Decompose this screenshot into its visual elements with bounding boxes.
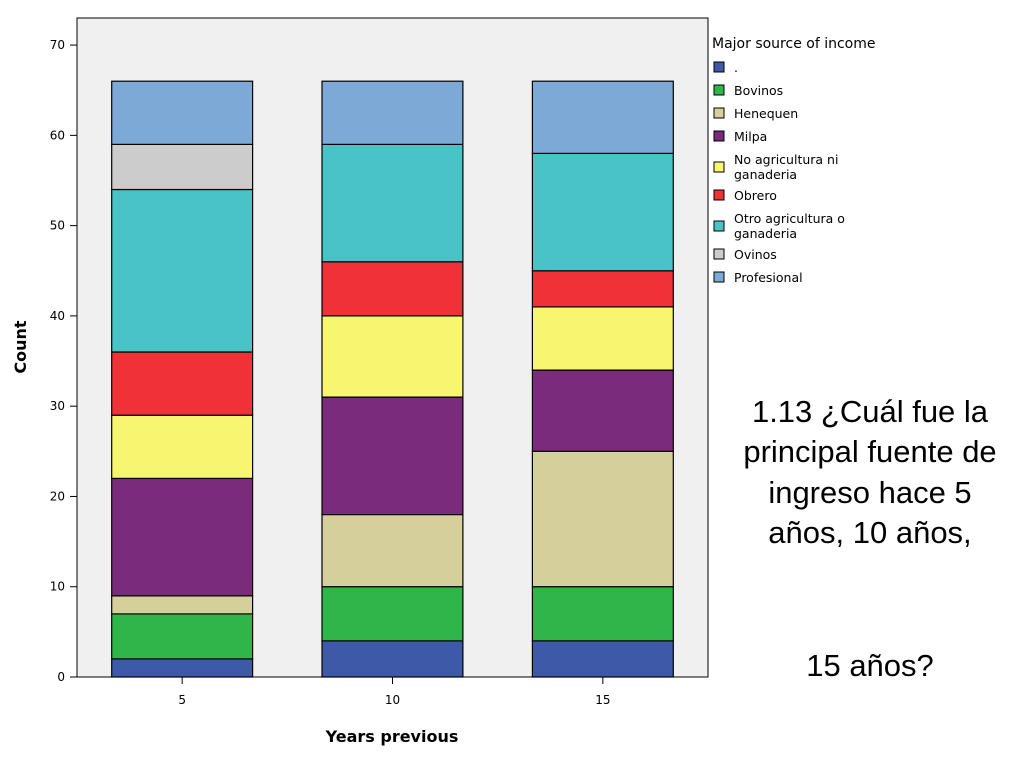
bar-segment (321, 315, 464, 398)
bar-segment (321, 143, 464, 263)
bar-segment (321, 640, 464, 678)
legend-label: No agricultura ni ganaderia (734, 152, 838, 182)
bar-segment (531, 80, 674, 154)
legend-label: Profesional (734, 270, 803, 285)
bar-segment (111, 188, 254, 353)
bar-segment (531, 586, 674, 642)
legend-swatch (713, 61, 725, 73)
bar-segment (531, 152, 674, 272)
y-tick-label: 0 (57, 670, 65, 684)
bar-segment (321, 586, 464, 642)
legend-label: . (734, 60, 738, 75)
bar-segment (111, 613, 254, 660)
legend-label: Ovinos (734, 247, 777, 262)
y-tick-label: 20 (50, 489, 65, 503)
legend-swatch (713, 189, 725, 201)
bar-segment (531, 640, 674, 678)
bar-segment (111, 414, 254, 480)
legend-swatch (713, 248, 725, 260)
y-tick-label: 50 (50, 219, 65, 233)
y-tick-label: 60 (50, 128, 65, 142)
y-tick-label: 30 (50, 399, 65, 413)
bar-segment (321, 261, 464, 317)
legend-swatch (713, 220, 725, 232)
bars-group (111, 80, 674, 678)
question-text-line2: 15 años? (806, 648, 934, 683)
legend: Major source of income . Bovinos Henequen M… (712, 36, 875, 285)
y-tick-label: 40 (50, 309, 65, 323)
x-axis: 5 10 15 (77, 676, 708, 707)
y-tick-label: 70 (50, 38, 65, 52)
bar-segment (111, 351, 254, 416)
legend-swatch (713, 130, 725, 142)
x-tick-label: 15 (595, 693, 610, 707)
x-tick-label: 5 (178, 693, 186, 707)
legend-swatch (713, 271, 725, 283)
bar-segment (531, 369, 674, 452)
bar-segment (111, 477, 254, 597)
legend-label: Otro agricultura o ganaderia (734, 211, 845, 241)
bar-segment (111, 595, 254, 615)
bar-segment (321, 513, 464, 588)
legend-label: Henequen (734, 106, 798, 121)
x-axis-title: Years previous (325, 727, 459, 746)
legend-swatch (713, 84, 725, 96)
y-axis-title: Count (11, 320, 30, 374)
bar-segment (531, 270, 674, 308)
y-axis: 0 10 20 30 40 50 60 70 (50, 18, 78, 684)
bar-segment (111, 658, 254, 678)
x-tick-label: 10 (385, 693, 400, 707)
bar-segment (111, 143, 254, 191)
legend-label: Obrero (734, 188, 777, 203)
legend-label: Bovinos (734, 83, 783, 98)
legend-swatch (713, 107, 725, 119)
y-tick-label: 10 (50, 580, 65, 594)
bar-segment (321, 396, 464, 516)
question-text: 1.13 ¿Cuál fue la principal fuente de in… (743, 394, 997, 550)
bar-segment (531, 306, 674, 371)
bar-segment (111, 80, 254, 145)
bar-segment (531, 450, 674, 588)
legend-title: Major source of income (712, 36, 875, 52)
legend-swatch (713, 161, 725, 173)
bar-segment (321, 80, 464, 145)
legend-label: Milpa (734, 129, 767, 144)
